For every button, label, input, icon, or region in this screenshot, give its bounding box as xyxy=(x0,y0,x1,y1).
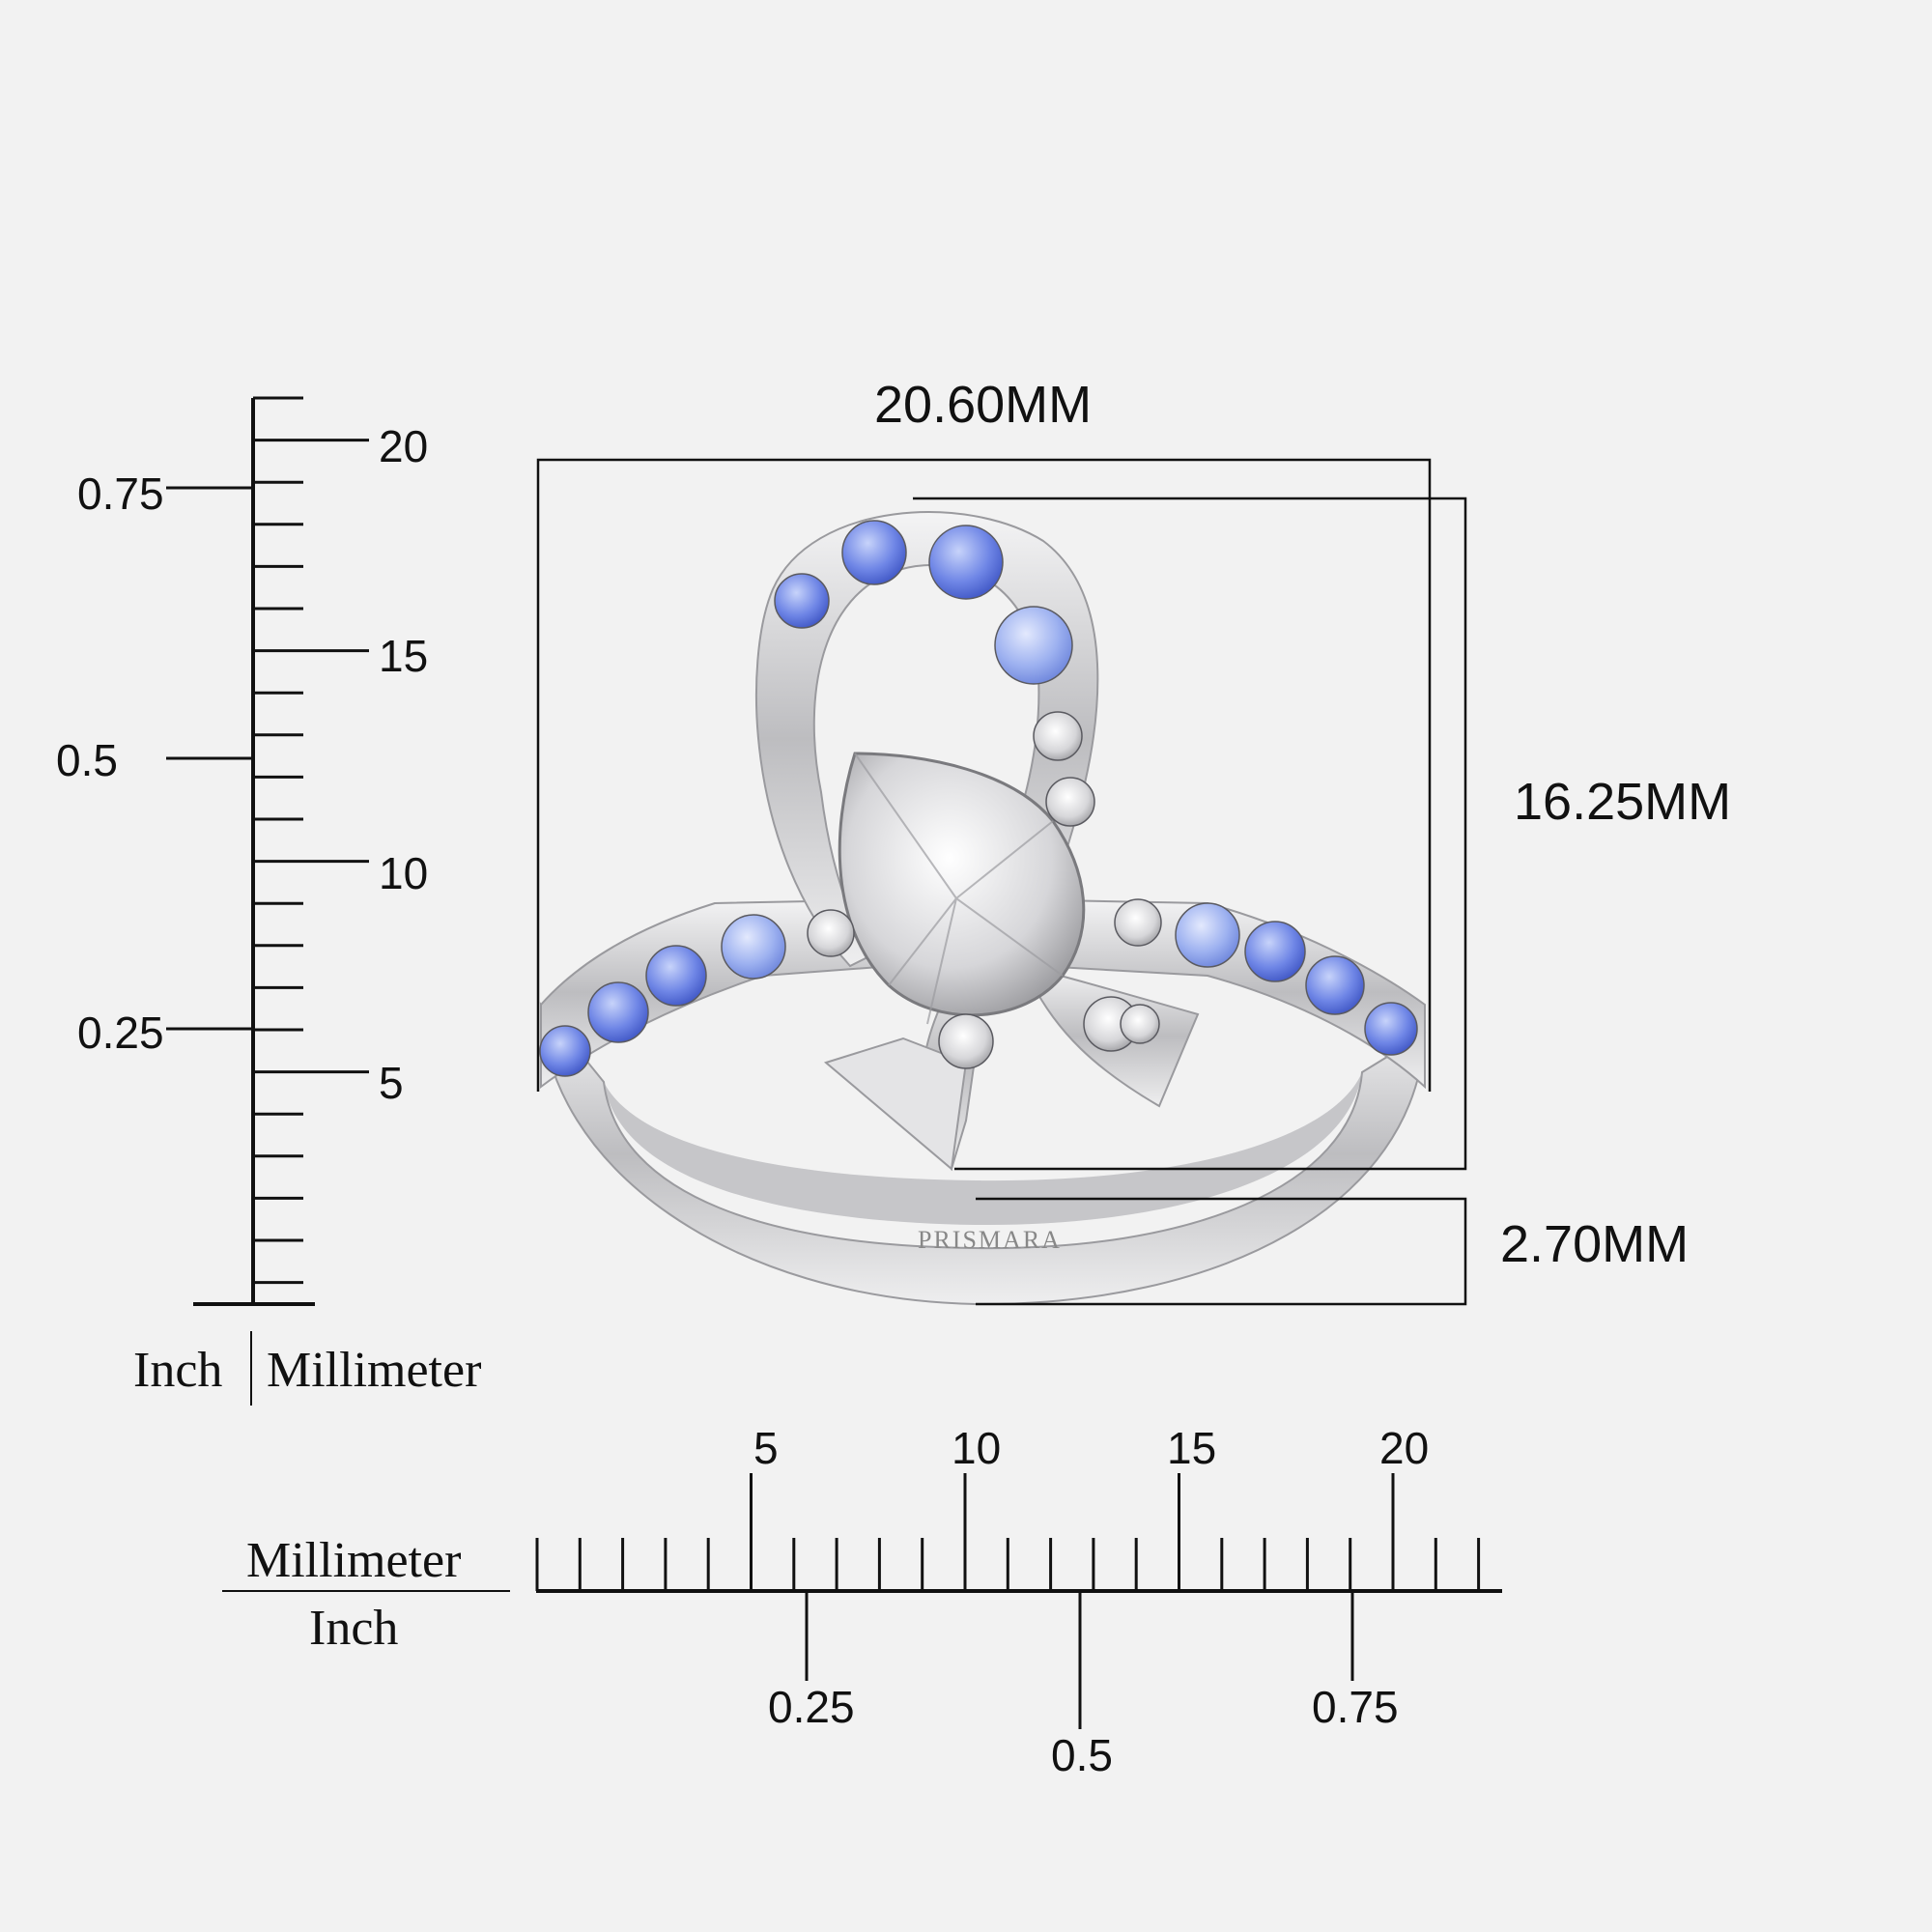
h-unit-millimeter: Millimeter xyxy=(246,1533,461,1588)
vertical-ruler-ticks xyxy=(166,396,369,1285)
h-inch-label-0.75: 0.75 xyxy=(1312,1682,1399,1732)
diamond-stone xyxy=(807,909,855,957)
height-bracket xyxy=(913,497,1467,1171)
sapphire-light-stone xyxy=(1175,902,1240,968)
width-bracket xyxy=(536,458,1432,1092)
h-mm-label-15: 15 xyxy=(1167,1423,1216,1473)
v-mm-label-5: 5 xyxy=(379,1058,404,1108)
horizontal-ruler-ticks xyxy=(535,1473,1481,1729)
sapphire-stone xyxy=(539,1025,591,1077)
v-unit-millimeter: Millimeter xyxy=(267,1343,481,1398)
v-inch-label-0.75: 0.75 xyxy=(77,469,164,519)
v-inch-label-0.25: 0.25 xyxy=(77,1008,164,1058)
v-unit-inch: Inch xyxy=(133,1343,222,1398)
height-label: 16.25MM xyxy=(1514,773,1731,831)
h-inch-label-0.5: 0.5 xyxy=(1051,1730,1113,1780)
gemstones xyxy=(539,520,1418,1077)
dimension-band: 2.70MM xyxy=(976,1197,1689,1306)
width-label: 20.60MM xyxy=(874,376,1092,434)
diamond-stone xyxy=(1033,711,1083,761)
diamond-stone xyxy=(1114,898,1162,947)
v-mm-label-15: 15 xyxy=(379,631,428,681)
sapphire-stone xyxy=(1244,921,1306,982)
ring-band-inner xyxy=(604,1072,1362,1226)
v-inch-label-0.5: 0.5 xyxy=(56,735,118,785)
dimension-height: 16.25MM xyxy=(913,497,1731,1171)
v-mm-label-20: 20 xyxy=(379,421,428,471)
h-mm-label-20: 20 xyxy=(1379,1423,1429,1473)
sapphire-stone xyxy=(1364,1002,1418,1056)
sapphire-stone xyxy=(1305,955,1365,1015)
h-inch-label-0.25: 0.25 xyxy=(768,1682,855,1732)
pear-diamond-facets xyxy=(854,753,1064,1025)
h-mm-label-10: 10 xyxy=(952,1423,1001,1473)
band-label: 2.70MM xyxy=(1500,1215,1689,1273)
vertical-ruler: 20 15 10 5 0.75 0.5 0.25 Inch Millimeter xyxy=(56,396,481,1406)
ring-illustration: PRISMARA xyxy=(539,511,1427,1306)
sapphire-light-stone xyxy=(994,606,1073,685)
sapphire-stone xyxy=(587,981,649,1043)
sapphire-light-stone xyxy=(721,914,786,980)
diamond-stone xyxy=(938,1013,994,1069)
diamond-stone xyxy=(1120,1004,1160,1044)
dimension-width: 20.60MM xyxy=(536,376,1432,1092)
diamond-stone xyxy=(1045,777,1095,827)
v-mm-label-10: 10 xyxy=(379,848,428,898)
sapphire-stone xyxy=(928,525,1004,600)
sapphire-stone xyxy=(645,945,707,1007)
sapphire-stone xyxy=(774,573,830,629)
brand-engraving: PRISMARA xyxy=(918,1226,1062,1254)
sapphire-stone xyxy=(841,520,907,585)
horizontal-ruler: 5 10 15 20 0.25 0.5 0.75 Millimeter Inch xyxy=(222,1423,1502,1780)
band-bracket xyxy=(976,1197,1467,1306)
h-unit-inch: Inch xyxy=(309,1601,398,1656)
h-mm-label-5: 5 xyxy=(753,1423,779,1473)
